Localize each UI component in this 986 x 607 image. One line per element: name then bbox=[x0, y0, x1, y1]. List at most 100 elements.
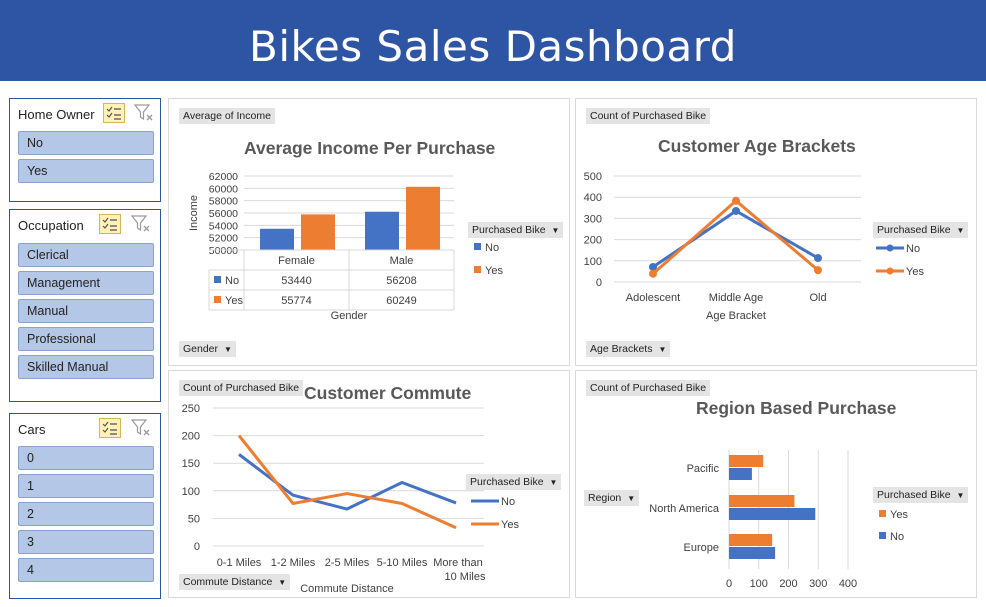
age-value-field-button[interactable]: Count of Purchased Bike bbox=[586, 108, 711, 124]
multi-select-icon[interactable] bbox=[99, 418, 121, 438]
clear-filter-icon[interactable] bbox=[130, 418, 152, 438]
bar-no-europe bbox=[729, 547, 776, 559]
income-axis-field-button[interactable]: Gender ▼ bbox=[179, 341, 236, 357]
commute-legend-field-button[interactable]: Purchased Bike ▼ bbox=[466, 474, 562, 490]
slicer-item[interactable]: No bbox=[18, 131, 154, 155]
slicer-item[interactable]: Yes bbox=[18, 159, 154, 183]
y-tick-label: 200 bbox=[182, 431, 200, 443]
y-tick-label: Europe bbox=[684, 542, 719, 554]
y-tick-label: 50000 bbox=[209, 245, 238, 257]
dropdown-arrow-icon: ▼ bbox=[549, 478, 558, 487]
bar-yes-male bbox=[406, 186, 440, 250]
commute-axis-field-button[interactable]: Commute Distance ▼ bbox=[179, 574, 291, 590]
slicer-title: Occupation bbox=[18, 218, 84, 233]
y-tick-label: 100 bbox=[584, 256, 602, 268]
legend-swatch-no bbox=[474, 243, 481, 250]
age-legend-field-label: Purchased Bike bbox=[877, 224, 951, 236]
data-label: 56208 bbox=[386, 275, 417, 287]
x-tick-label: 300 bbox=[809, 578, 827, 590]
y-tick-label: 250 bbox=[182, 403, 200, 415]
region-axis-field-button[interactable]: Region ▼ bbox=[584, 490, 640, 506]
legend-label: No bbox=[890, 531, 904, 543]
slicer-cars: Cars 0 1 2 3 4 bbox=[9, 413, 161, 599]
x-tick-label: 400 bbox=[839, 578, 857, 590]
x-tick-label: 100 bbox=[750, 578, 768, 590]
commute-value-field-button[interactable]: Count of Purchased Bike bbox=[179, 380, 304, 396]
y-tick-label: 56000 bbox=[209, 208, 238, 220]
y-tick-label: 60000 bbox=[209, 183, 238, 195]
dropdown-arrow-icon: ▼ bbox=[551, 226, 560, 235]
dropdown-arrow-icon: ▼ bbox=[956, 491, 965, 500]
region-legend-field-label: Purchased Bike bbox=[877, 489, 951, 501]
x-tick-label: Old bbox=[809, 292, 826, 304]
multi-select-icon[interactable] bbox=[99, 214, 121, 234]
y-tick-label: 0 bbox=[194, 541, 200, 553]
y-tick-label: 500 bbox=[584, 171, 602, 183]
x-tick-label: Adolescent bbox=[626, 292, 680, 304]
y-tick-label: North America bbox=[649, 503, 720, 515]
dropdown-arrow-icon: ▼ bbox=[658, 345, 667, 354]
bar-yes-north-america bbox=[729, 495, 795, 507]
y-tick-label: 400 bbox=[584, 192, 602, 204]
commute-legend-field-label: Purchased Bike bbox=[470, 476, 544, 488]
x-axis-title: Age Bracket bbox=[706, 310, 766, 322]
slicer-item[interactable]: 0 bbox=[18, 446, 154, 470]
table-series-label: No bbox=[225, 275, 239, 287]
y-tick-label: 300 bbox=[584, 213, 602, 225]
bar-no-north-america bbox=[729, 508, 816, 520]
bar-yes-female bbox=[301, 214, 335, 250]
commute-chart-panel: Count of Purchased Bike Customer Commute… bbox=[168, 370, 570, 598]
region-chart-title: Region Based Purchase bbox=[696, 398, 897, 418]
region-legend-field-button[interactable]: Purchased Bike ▼ bbox=[873, 487, 969, 503]
point-yes bbox=[814, 266, 822, 275]
slicer-item[interactable]: 1 bbox=[18, 474, 154, 498]
slicer-title: Home Owner bbox=[18, 107, 95, 122]
age-legend-field-button[interactable]: Purchased Bike ▼ bbox=[873, 222, 969, 238]
income-legend-field-label: Purchased Bike bbox=[472, 224, 546, 236]
slicer-item[interactable]: 3 bbox=[18, 530, 154, 554]
bar-no-male bbox=[365, 211, 399, 250]
data-label: 55774 bbox=[281, 295, 312, 307]
income-axis-field-label: Gender bbox=[183, 343, 219, 355]
dashboard-title: Bikes Sales Dashboard bbox=[249, 22, 737, 71]
dropdown-arrow-icon: ▼ bbox=[627, 494, 636, 503]
dropdown-arrow-icon: ▼ bbox=[278, 578, 287, 587]
table-series-label: Yes bbox=[225, 295, 243, 307]
x-tick-label: 1-2 Miles bbox=[271, 557, 316, 569]
clear-filter-icon[interactable] bbox=[130, 214, 152, 234]
dashboard-header: Bikes Sales Dashboard bbox=[0, 0, 986, 81]
dropdown-arrow-icon: ▼ bbox=[224, 345, 232, 354]
income-value-field-button[interactable]: Average of Income bbox=[179, 108, 275, 124]
income-legend-field-button[interactable]: Purchased Bike ▼ bbox=[468, 222, 564, 238]
y-tick-label: Pacific bbox=[687, 463, 720, 475]
age-chart-title: Customer Age Brackets bbox=[658, 136, 856, 156]
clear-filter-icon[interactable] bbox=[133, 103, 155, 123]
y-axis-title: Income bbox=[188, 195, 200, 231]
age-chart: 500 400 300 200 100 0 Adolescent Middle Age Old A… bbox=[584, 171, 925, 322]
slicer-item[interactable]: Professional bbox=[18, 327, 154, 351]
y-tick-label: 52000 bbox=[209, 233, 238, 245]
age-axis-field-button[interactable]: Age Brackets ▼ bbox=[586, 341, 671, 357]
x-axis-title: Gender bbox=[331, 310, 368, 322]
y-tick-label: 200 bbox=[584, 235, 602, 247]
slicer-item[interactable]: 2 bbox=[18, 502, 154, 526]
slicer-item[interactable]: Clerical bbox=[18, 243, 154, 267]
region-chart: 0 100 200 300 400 Europe North America Pacific Y… bbox=[649, 450, 908, 590]
slicer-item[interactable]: Manual bbox=[18, 299, 154, 323]
commute-axis-field-label: Commute Distance bbox=[183, 576, 273, 588]
legend-label: No bbox=[501, 496, 515, 508]
point-no bbox=[732, 206, 740, 215]
slicer-item[interactable]: Management bbox=[18, 271, 154, 295]
region-value-field-button[interactable]: Count of Purchased Bike bbox=[586, 380, 711, 396]
income-chart-panel: Average of Income Average Income Per Pur… bbox=[168, 98, 570, 366]
legend-label: Yes bbox=[890, 509, 908, 521]
y-tick-label: 58000 bbox=[209, 196, 238, 208]
multi-select-icon[interactable] bbox=[103, 103, 125, 123]
slicer-item[interactable]: Skilled Manual bbox=[18, 355, 154, 379]
legend-swatch-yes bbox=[879, 510, 886, 517]
legend-label: Yes bbox=[501, 519, 519, 531]
x-tick-label: 0-1 Miles bbox=[217, 557, 262, 569]
slicer-item[interactable]: 4 bbox=[18, 558, 154, 582]
line-series-yes bbox=[237, 434, 457, 530]
